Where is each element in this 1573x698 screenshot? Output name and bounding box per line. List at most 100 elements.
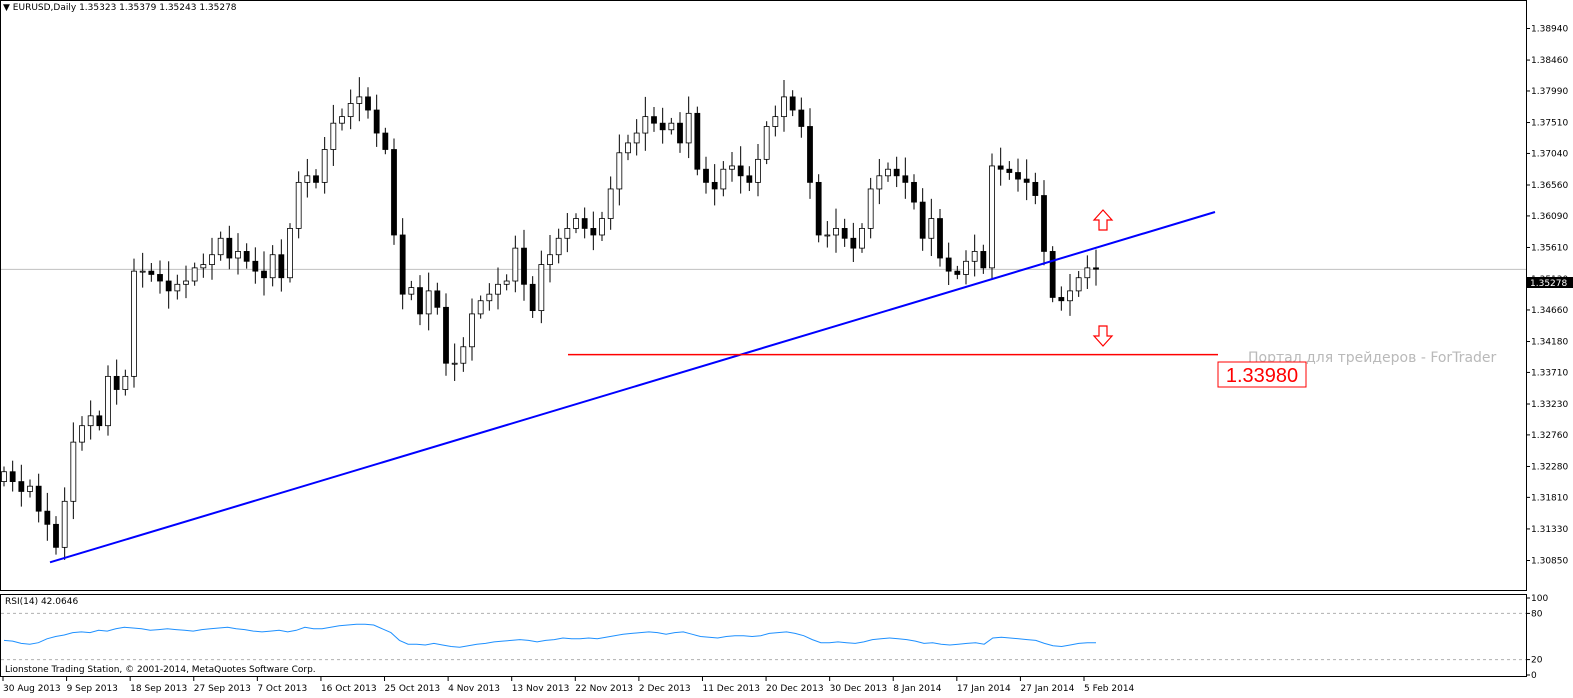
bull-candle [477, 300, 484, 315]
x-tick-label: 9 Sep 2013 [67, 684, 118, 694]
bull-candle [555, 237, 562, 256]
bear-candle [945, 257, 952, 272]
bull-candle [460, 346, 467, 364]
bear-candle [919, 201, 926, 239]
y-tick-label: 1.30850 [1531, 557, 1568, 567]
x-tick-label: 8 Jan 2014 [893, 684, 941, 694]
bear-candle [399, 234, 406, 295]
bear-candle [581, 218, 588, 229]
bull-candle [486, 293, 493, 302]
bull-candle [607, 188, 614, 219]
rsi-line [3, 623, 1096, 648]
bull-candle [79, 425, 85, 443]
bear-candle [1049, 251, 1056, 298]
bull-candle [61, 500, 68, 548]
bull-candle [989, 165, 995, 269]
bear-candle [711, 181, 718, 190]
y-tick-label: 1.38940 [1531, 25, 1568, 35]
y-tick-label: 1.37040 [1531, 149, 1568, 159]
bull-candle [122, 375, 129, 390]
bull-candle [573, 218, 579, 229]
x-tick-label: 18 Sep 2013 [130, 684, 187, 694]
bull-candle [616, 152, 623, 190]
symbol-header: ▼ EURUSD,Daily 1.35323 1.35379 1.35243 1… [3, 3, 237, 13]
bear-candle [694, 112, 701, 170]
current-price-tag: 1.35278 [1527, 277, 1573, 289]
bear-candle [313, 175, 319, 183]
level-label-box: 1.33980 [1217, 361, 1307, 388]
bull-candle [867, 188, 874, 229]
bull-candle [547, 254, 553, 265]
x-tick-label: 27 Sep 2013 [194, 684, 251, 694]
bear-candle [980, 251, 987, 269]
bull-candle [1084, 267, 1091, 279]
main-chart-panel[interactable] [0, 0, 1527, 591]
bear-candle [1023, 178, 1030, 183]
bull-candle [356, 96, 363, 104]
bear-candle [365, 96, 371, 111]
bear-candle [850, 237, 857, 249]
bear-candle [954, 270, 961, 275]
y-tick-label: 1.36560 [1531, 181, 1568, 191]
bull-candle [27, 485, 33, 492]
level-label: 1.33980 [1226, 365, 1298, 387]
bear-candle [521, 247, 527, 285]
bear-candle [677, 122, 683, 144]
bull-candle [1067, 290, 1073, 302]
bull-candle [928, 218, 935, 239]
y-tick-label: 1.37990 [1531, 87, 1568, 97]
bull-candle [209, 254, 215, 265]
rsi-tick-label: 0 [1531, 671, 1537, 681]
bull-candle [538, 264, 545, 312]
price-plot [1, 77, 1526, 564]
bear-candle [157, 274, 163, 282]
watermark-text: Портал для трейдеров - ForTrader [1248, 350, 1497, 366]
bear-candle [893, 168, 900, 177]
bear-candle [96, 415, 103, 427]
bull-candle [330, 122, 337, 150]
bull-candle [200, 264, 207, 269]
x-tick-label: 4 Nov 2013 [448, 684, 500, 694]
bear-candle [9, 471, 16, 482]
rsi-tick-label: 100 [1531, 594, 1548, 604]
bear-candle [1093, 267, 1099, 270]
bull-candle [876, 175, 883, 190]
x-tick-label: 25 Oct 2013 [385, 684, 441, 694]
bear-candle [226, 237, 233, 259]
bull-candle [321, 149, 328, 183]
bear-candle [243, 251, 250, 262]
bull-candle [235, 251, 241, 259]
chevron-down-icon[interactable]: ▼ [3, 3, 10, 13]
bull-candle [339, 116, 345, 124]
bull-candle [469, 313, 475, 348]
bull-candle [287, 228, 293, 279]
x-tick-label: 30 Dec 2013 [830, 684, 888, 694]
bull-candle [772, 116, 779, 127]
bull-candle [408, 287, 415, 295]
y-tick-label: 1.31330 [1531, 525, 1568, 535]
bull-candle [633, 132, 640, 144]
bull-candle [70, 441, 77, 502]
bear-candle [261, 270, 267, 279]
bull-candle [763, 126, 770, 160]
x-tick-label: 22 Nov 2013 [575, 684, 633, 694]
bear-candle [529, 283, 536, 312]
down-arrow-icon [1092, 325, 1114, 347]
bull-candle [963, 260, 969, 275]
bull-candle [729, 165, 735, 170]
bear-candle [815, 181, 822, 236]
x-tick-label: 17 Jan 2014 [957, 684, 1011, 694]
bear-candle [789, 96, 796, 111]
bull-candle [564, 228, 571, 239]
bull-candle [347, 103, 354, 118]
x-tick-label: 16 Oct 2013 [321, 684, 377, 694]
bear-candle [443, 306, 449, 364]
bull-candle [642, 116, 649, 134]
rsi-panel[interactable] [0, 594, 1527, 677]
copyright-text: Lionstone Trading Station, © 2001-2014, … [5, 665, 316, 675]
bull-candle [451, 362, 458, 365]
bull-candle [824, 234, 831, 237]
y-tick-label: 1.32280 [1531, 462, 1568, 472]
bear-candle [937, 218, 943, 259]
bull-candle [833, 228, 839, 236]
